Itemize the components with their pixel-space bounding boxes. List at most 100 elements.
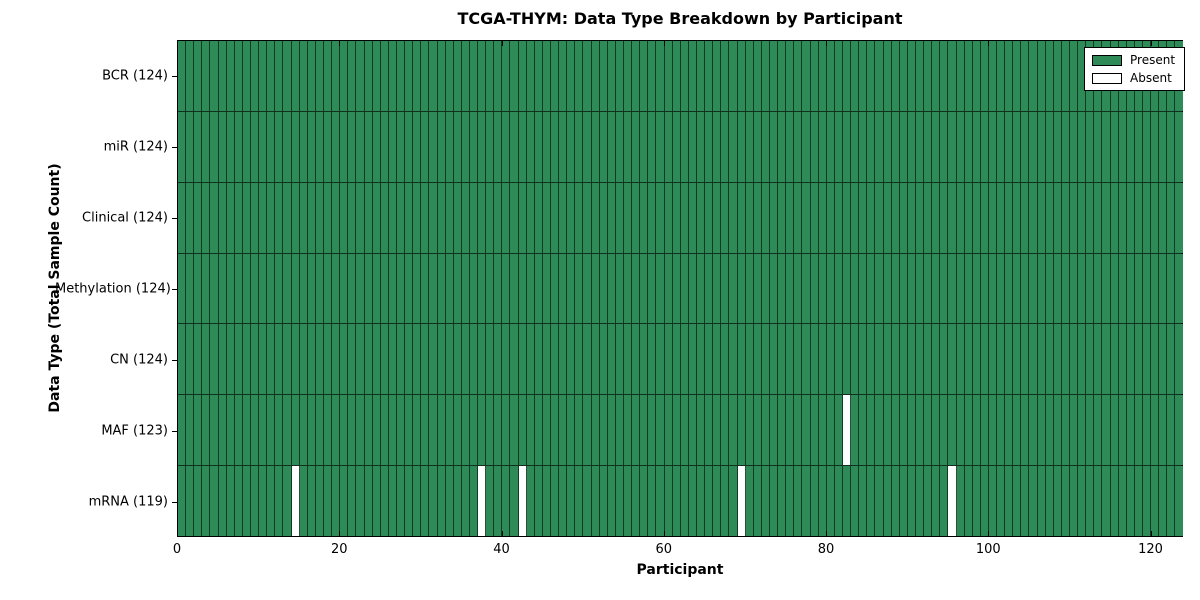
cell — [283, 41, 292, 111]
cell — [729, 41, 738, 111]
y-tick-mark — [172, 359, 177, 361]
cell — [494, 253, 503, 324]
cell — [461, 395, 470, 466]
cell — [924, 41, 933, 111]
cell — [632, 395, 641, 466]
cell — [672, 182, 681, 253]
cell — [567, 324, 576, 395]
y-tick-mark — [172, 75, 177, 77]
cell — [1086, 253, 1095, 324]
cell — [437, 395, 446, 466]
cell — [1053, 466, 1062, 537]
cell — [705, 182, 714, 253]
cell — [388, 466, 397, 537]
cell — [761, 182, 770, 253]
cell — [1029, 41, 1038, 111]
cell — [769, 111, 779, 182]
legend-swatch-absent — [1092, 72, 1122, 84]
cell — [542, 466, 552, 537]
cell — [551, 41, 560, 111]
cell — [745, 395, 754, 466]
cell — [834, 466, 843, 537]
cell — [721, 253, 730, 324]
cell — [859, 466, 868, 537]
cell — [534, 111, 543, 182]
cell — [307, 41, 316, 111]
cell — [1086, 324, 1095, 395]
cell — [518, 253, 527, 324]
y-tick-mark — [172, 430, 177, 432]
cell — [380, 253, 389, 324]
cell — [348, 253, 357, 324]
cell — [656, 41, 665, 111]
cell — [1143, 253, 1152, 324]
cell — [705, 324, 714, 395]
cell — [786, 324, 795, 395]
cell — [1005, 182, 1014, 253]
cell — [405, 111, 414, 182]
cell — [875, 41, 884, 111]
cell — [1078, 324, 1087, 395]
cell — [469, 466, 479, 537]
cell — [713, 41, 722, 111]
cell — [680, 253, 689, 324]
cell — [826, 324, 835, 395]
cell — [648, 41, 657, 111]
cell — [859, 182, 868, 253]
cell — [1037, 324, 1046, 395]
cell — [664, 324, 673, 395]
cell — [753, 253, 762, 324]
cell — [340, 324, 349, 395]
y-tick-label-BCR: BCR (124) — [102, 68, 168, 83]
cell — [940, 395, 949, 466]
cell — [802, 466, 811, 537]
cell — [972, 324, 981, 395]
cell — [242, 324, 251, 395]
cell — [802, 182, 811, 253]
cell — [810, 253, 819, 324]
cell — [194, 324, 203, 395]
cell — [826, 253, 835, 324]
cell — [259, 253, 268, 324]
cell — [948, 395, 957, 466]
cell — [250, 253, 260, 324]
cell — [348, 41, 357, 111]
cell — [745, 466, 754, 537]
cell — [688, 111, 697, 182]
cell — [413, 41, 422, 111]
legend: Present Absent — [1084, 47, 1186, 91]
cell — [461, 466, 470, 537]
cell — [534, 253, 543, 324]
cell — [372, 466, 381, 537]
cell — [964, 324, 973, 395]
cell — [664, 253, 673, 324]
cell — [518, 111, 527, 182]
y-tick-mark — [172, 217, 177, 219]
cell — [640, 324, 649, 395]
cell — [348, 111, 357, 182]
cell — [413, 395, 422, 466]
cell — [948, 41, 957, 111]
cell — [786, 41, 795, 111]
cell — [1061, 253, 1071, 324]
cell — [421, 395, 430, 466]
cell — [972, 111, 981, 182]
cell — [315, 466, 324, 537]
cell — [640, 182, 649, 253]
cell — [915, 395, 925, 466]
cell — [242, 41, 251, 111]
cell — [186, 466, 195, 537]
cell — [664, 111, 673, 182]
cell — [624, 182, 633, 253]
cell — [810, 395, 819, 466]
cell — [948, 324, 957, 395]
cell — [453, 111, 462, 182]
cell — [559, 395, 568, 466]
cell — [851, 111, 860, 182]
cell — [1110, 395, 1119, 466]
cell — [478, 324, 487, 395]
cell — [875, 466, 884, 537]
cell — [705, 395, 714, 466]
x-tick-label: 0 — [172, 542, 182, 557]
